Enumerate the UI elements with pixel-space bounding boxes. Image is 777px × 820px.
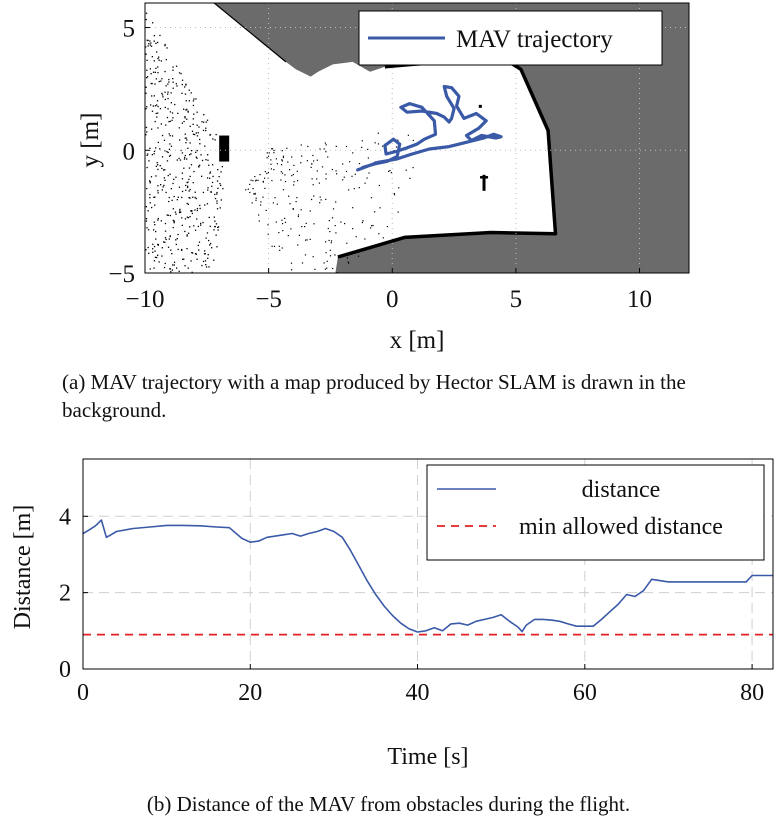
y-tick-label-b: 0 xyxy=(59,657,71,683)
x-tick-label-b: 60 xyxy=(573,680,597,706)
axes-box-b xyxy=(82,458,774,670)
y-tick-label-a: −5 xyxy=(108,261,135,288)
map-obstacle-dot xyxy=(478,104,482,108)
legend-label-min-allowed-distance: min allowed distance xyxy=(519,514,723,540)
map-obstacle-post-foot xyxy=(480,176,489,179)
x-tick-label-a: 0 xyxy=(386,286,399,313)
y-tick-label-a: 5 xyxy=(123,16,136,43)
legend-a: MAV trajectory xyxy=(358,10,663,66)
legend-label-mav-trajectory: MAV trajectory xyxy=(456,26,613,53)
figure-a: −10 −5 0 5 10 −5 0 5 x [m] y [m] MAV trajectory (a… xyxy=(62,2,690,422)
distance-chart: 0 20 40 60 80 0 2 4 Time [s] Distance [m] distance… xyxy=(10,458,774,770)
y-tick-label-a: 0 xyxy=(123,138,136,165)
map-scan-points xyxy=(145,12,414,273)
y-axis-label-b: Distance [m] xyxy=(10,505,36,630)
x-tick-label-a: −5 xyxy=(255,286,282,313)
map-free-area xyxy=(145,3,556,273)
legend-label-distance: distance xyxy=(582,477,661,503)
x-axis-label-a: x [m] xyxy=(390,327,445,354)
y-axis-label-a: y [m] xyxy=(77,113,104,168)
series-line-mav-trajectory xyxy=(356,84,503,172)
x-tick-label-a: −10 xyxy=(125,286,164,313)
figure-b: 0 20 40 60 80 0 2 4 Time [s] Distance [m] distance… xyxy=(0,440,777,820)
figure-b-caption: (b) Distance of the MAV from obstacles d… xyxy=(146,792,631,816)
map-obstacle-blob xyxy=(219,135,230,162)
x-tick-label-b: 40 xyxy=(406,680,430,706)
y-tick-label-b: 2 xyxy=(59,581,71,607)
x-tick-label-b: 0 xyxy=(77,680,89,706)
x-axis-label-b: Time [s] xyxy=(387,744,468,770)
figure-a-caption: (a) MAV trajectory with a map produced b… xyxy=(62,370,686,422)
map-wall-left xyxy=(213,3,287,63)
axes-box-a xyxy=(144,2,690,274)
y-tick-label-b: 4 xyxy=(59,504,71,530)
x-tick-label-b: 20 xyxy=(238,680,262,706)
x-tick-label-a: 5 xyxy=(510,286,523,313)
x-tick-label-a: 10 xyxy=(627,286,652,313)
legend-box-b xyxy=(426,464,765,561)
series-line-distance xyxy=(83,519,773,633)
legend-b: distance min allowed distance xyxy=(426,464,765,561)
x-tick-label-b: 80 xyxy=(740,680,764,706)
map-obstacle-post xyxy=(482,174,486,191)
